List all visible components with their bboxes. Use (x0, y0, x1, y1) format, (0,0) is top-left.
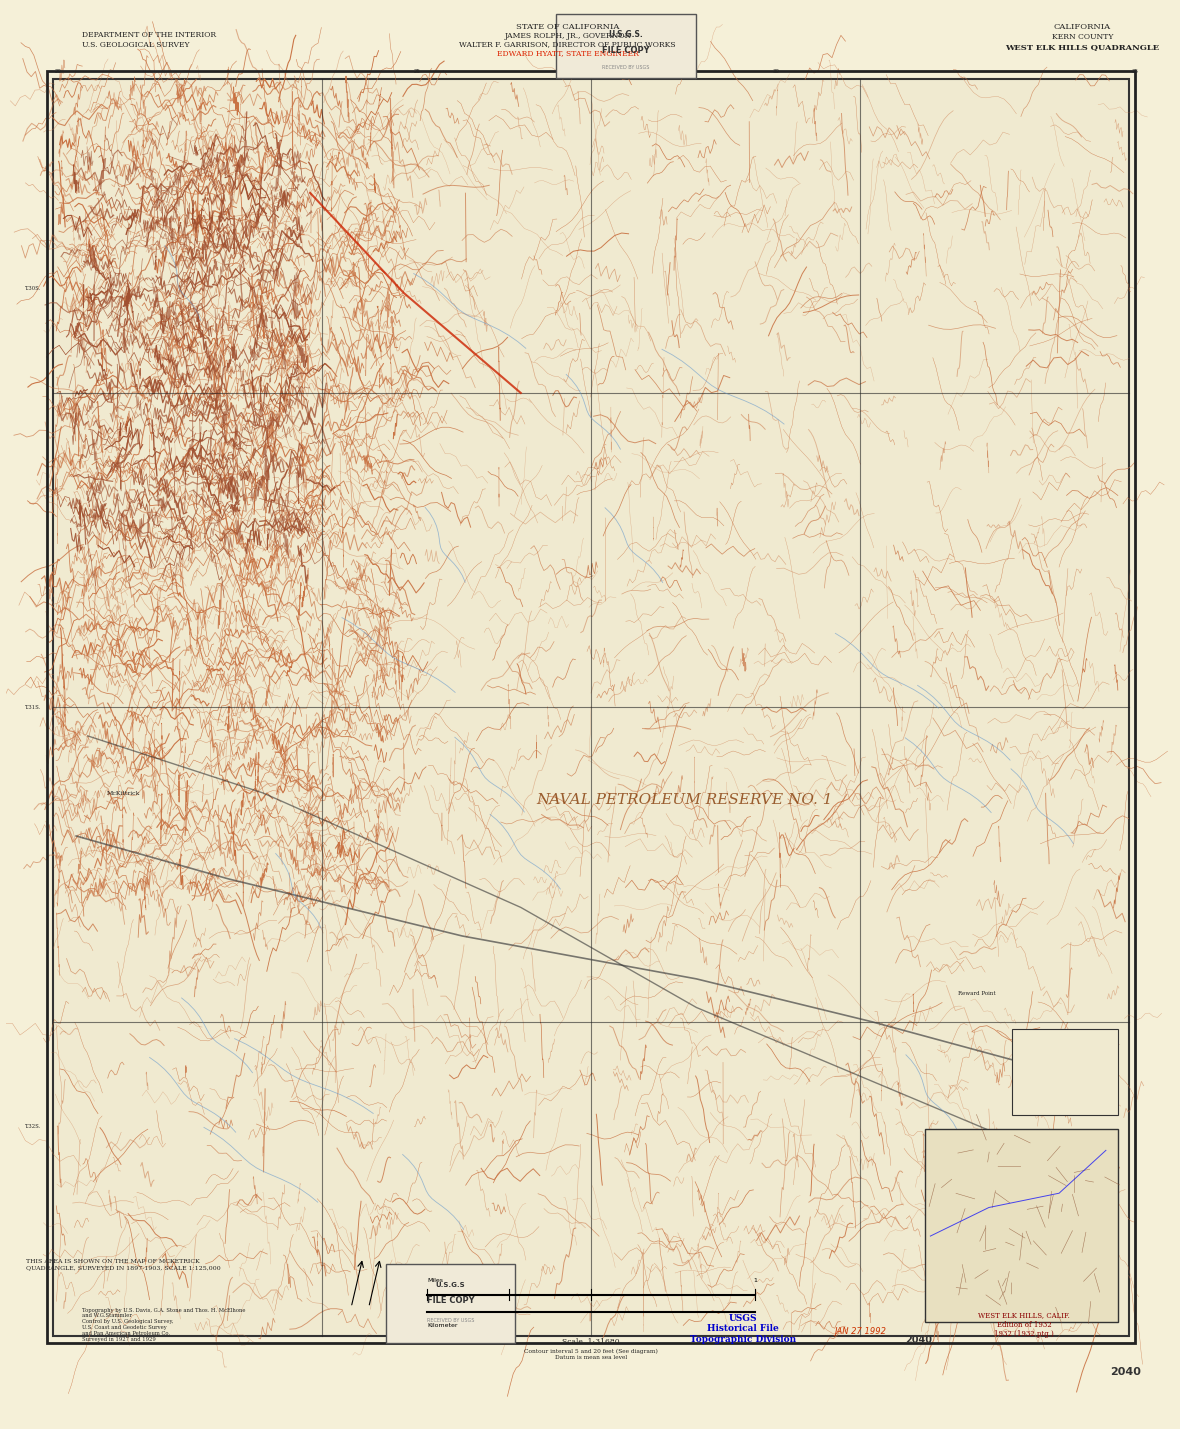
Text: 2040: 2040 (1110, 1368, 1141, 1376)
Text: Miles: Miles (427, 1279, 444, 1283)
Text: CALIFORNIA: CALIFORNIA (1054, 23, 1112, 31)
Bar (924, 1129, 1117, 1322)
Text: JAN 27 1992: JAN 27 1992 (834, 1328, 886, 1336)
Bar (47, 71, 1135, 1343)
Text: T.31S.: T.31S. (25, 704, 41, 710)
Text: RECEIVED BY USGS: RECEIVED BY USGS (603, 64, 650, 70)
Text: STATE OF CALIFORNIA: STATE OF CALIFORNIA (516, 23, 620, 31)
Text: Scale  1:31680: Scale 1:31680 (562, 1338, 620, 1346)
Text: DEPARTMENT OF THE INTERIOR
U.S. GEOLOGICAL SURVEY: DEPARTMENT OF THE INTERIOR U.S. GEOLOGIC… (81, 31, 216, 49)
Text: EDWARD HYATT, STATE ENGINEER: EDWARD HYATT, STATE ENGINEER (497, 49, 638, 57)
Text: USGS
Historical File
Topographic Division: USGS Historical File Topographic Divisio… (690, 1315, 796, 1343)
Text: U.S.G.S: U.S.G.S (435, 1282, 465, 1288)
Text: 2040: 2040 (905, 1336, 932, 1345)
Text: JAMES ROLPH, JR., GOVERNOR: JAMES ROLPH, JR., GOVERNOR (505, 31, 631, 40)
Text: THIS AREA IS SHOWN ON THE MAP OF MCKETRICK
QUADRANGLE, SURVEYED IN 1897-1903, SC: THIS AREA IS SHOWN ON THE MAP OF MCKETRI… (26, 1259, 221, 1270)
Text: McKittrick: McKittrick (106, 790, 139, 796)
Text: 30: 30 (773, 70, 780, 74)
Bar (1012, 1029, 1117, 1115)
Text: WEST ELK HILLS, CALIF.
Edition of 1932
1932 (1932 ptg.): WEST ELK HILLS, CALIF. Edition of 1932 1… (978, 1312, 1070, 1338)
Bar (53, 79, 1129, 1336)
Bar (556, 14, 696, 79)
Text: RECEIVED BY USGS: RECEIVED BY USGS (427, 1318, 474, 1323)
Bar (386, 1265, 514, 1343)
Text: FILE COPY: FILE COPY (602, 46, 650, 54)
Text: Contour interval 5 and 20 feet (See diagram)
Datum is mean sea level: Contour interval 5 and 20 feet (See diag… (524, 1349, 658, 1360)
Text: FILE COPY: FILE COPY (427, 1296, 474, 1305)
Text: 35: 35 (1132, 70, 1139, 74)
Text: 25: 25 (414, 70, 421, 74)
Text: Reward Point: Reward Point (958, 990, 996, 996)
Text: Topography by U.S. Davis, G.A. Stone and Thos. H. McElhone
and W.G.Stammler
Cont: Topography by U.S. Davis, G.A. Stone and… (81, 1308, 245, 1342)
Text: U.S.G.S.: U.S.G.S. (609, 30, 643, 39)
Text: T.32S.: T.32S. (25, 1125, 41, 1129)
Text: WALTER F. GARRISON, DIRECTOR OF PUBLIC WORKS: WALTER F. GARRISON, DIRECTOR OF PUBLIC W… (459, 40, 676, 49)
Text: NAVAL PETROLEUM RESERVE NO. 1: NAVAL PETROLEUM RESERVE NO. 1 (537, 793, 833, 807)
Text: WEST ELK HILLS QUADRANGLE: WEST ELK HILLS QUADRANGLE (1005, 43, 1160, 51)
Text: T.30S.: T.30S. (25, 286, 41, 290)
Text: 20: 20 (55, 70, 63, 74)
Text: KERN COUNTY: KERN COUNTY (1051, 33, 1113, 41)
Text: Kilometer: Kilometer (427, 1323, 458, 1328)
Text: 1: 1 (753, 1279, 756, 1283)
